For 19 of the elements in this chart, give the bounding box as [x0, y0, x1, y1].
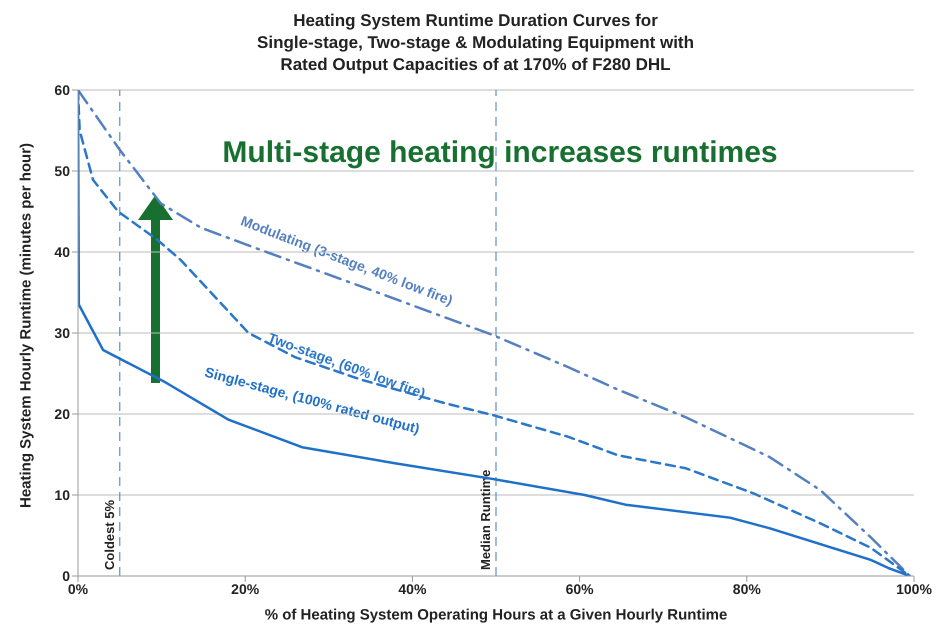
y-tick-label: 0: [62, 568, 70, 584]
y-tick-label: 10: [54, 486, 70, 503]
ref-line-label: Coldest 5%: [102, 499, 117, 570]
annotation: Multi-stage heating increases runtimes: [222, 136, 778, 169]
chart-title: Heating System Runtime Duration Curves for Single-stage, Two-stage & Modulating Equipment with Rated Output Capacities of at 170% of F280 DHL: [256, 10, 695, 76]
x-tick-label: 80%: [732, 580, 762, 597]
y-tick-label: 20: [54, 406, 70, 422]
y-axis-title: Heating System Hourly Runtime (minutes per hour): [17, 142, 34, 508]
y-tick-label: 30: [54, 324, 70, 341]
x-tick-label: 100%: [896, 580, 932, 597]
x-tick-label: 0%: [68, 580, 89, 597]
x-tick-label: 40%: [398, 580, 427, 597]
x-tick-label: 60%: [566, 580, 594, 597]
ref-line-label: Median Runtime: [478, 470, 493, 570]
y-tick-label: 60: [54, 82, 70, 98]
x-tick-label: 20%: [231, 580, 260, 597]
x-axis-title: % of Heating System Operating Hours at a Given Hourly Runtime: [264, 606, 728, 624]
y-tick-label: 40: [54, 244, 70, 260]
y-tick-label: 50: [54, 162, 70, 179]
